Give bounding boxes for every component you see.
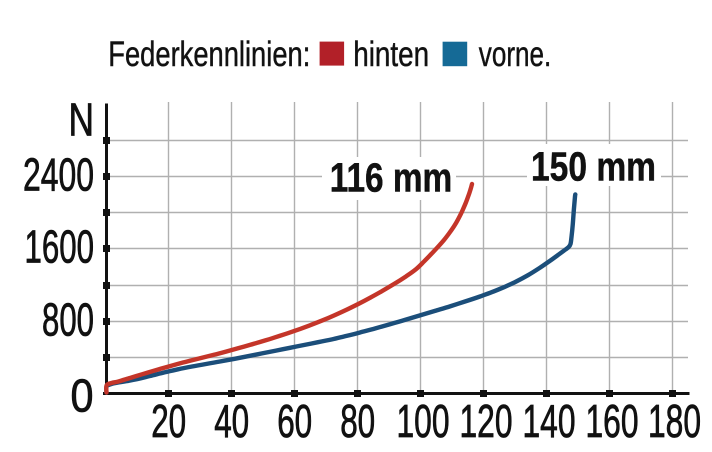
svg-text:60: 60 xyxy=(277,395,312,447)
svg-text:2400: 2400 xyxy=(23,149,94,201)
svg-text:100: 100 xyxy=(397,395,450,447)
svg-text:20: 20 xyxy=(151,395,186,447)
svg-text:hinten: hinten xyxy=(353,35,429,74)
svg-text:0: 0 xyxy=(71,370,94,422)
svg-text:150 mm: 150 mm xyxy=(531,143,656,189)
svg-text:116 mm: 116 mm xyxy=(330,155,453,201)
svg-text:160: 160 xyxy=(586,395,639,447)
svg-text:140: 140 xyxy=(523,395,576,447)
svg-text:80: 80 xyxy=(340,395,375,447)
svg-text:N: N xyxy=(69,94,95,146)
svg-text:1600: 1600 xyxy=(25,221,95,273)
svg-text:40: 40 xyxy=(214,395,249,447)
svg-text:120: 120 xyxy=(460,395,513,447)
svg-text:Federkennlinien:: Federkennlinien: xyxy=(108,35,310,74)
svg-text:180: 180 xyxy=(648,395,701,447)
svg-text:800: 800 xyxy=(42,293,94,345)
svg-text:vorne.: vorne. xyxy=(479,35,552,74)
